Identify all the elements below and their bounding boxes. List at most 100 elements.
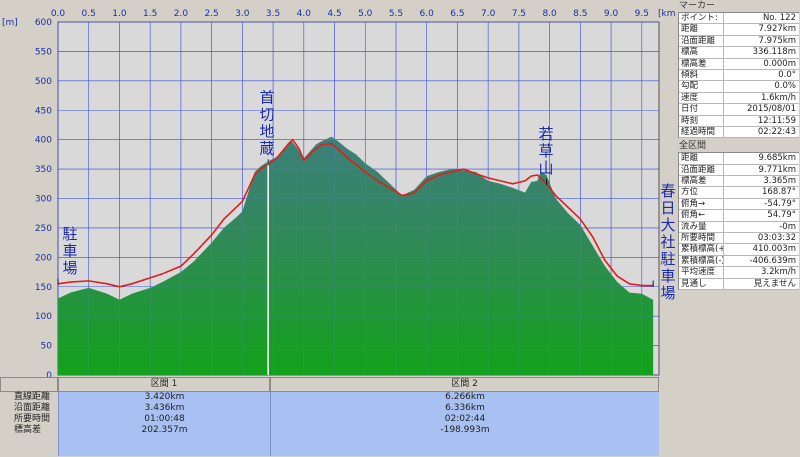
total-info-row: 所要時間 03:03:32 bbox=[679, 233, 799, 245]
x-tick-label: 1.0 bbox=[112, 9, 127, 19]
marker-info-value: 0.0° bbox=[778, 69, 796, 80]
x-tick-label: 1.5 bbox=[143, 9, 157, 19]
x-tick-label: 0.0 bbox=[51, 9, 66, 19]
total-info-value: 3.365m bbox=[763, 176, 796, 187]
x-tick-label: 3.5 bbox=[266, 9, 280, 19]
place-label-char: 駐 bbox=[62, 225, 77, 243]
y-tick-label: 150 bbox=[35, 283, 52, 293]
marker-info-row: 傾斜 0.0° bbox=[679, 69, 799, 82]
marker-info-row: 経過時間 02:22:43 bbox=[679, 126, 799, 139]
marker-info-label: 時刻 bbox=[679, 115, 724, 126]
place-label-char: 若 bbox=[538, 125, 553, 143]
marker-info-value: 12:11:59 bbox=[757, 115, 796, 126]
marker-info-label: 勾配 bbox=[679, 81, 724, 92]
grid-lines-overlay bbox=[57, 21, 659, 376]
marker-info-value: No. 122 bbox=[762, 13, 796, 23]
y-tick-label: 500 bbox=[35, 77, 52, 87]
marker-info-row: 標高 336.118m bbox=[679, 47, 799, 59]
section-2-required-time: 02:02:44 bbox=[444, 414, 486, 424]
total-info-label: 距離 bbox=[679, 153, 724, 164]
total-info-label: 見通し bbox=[679, 278, 724, 289]
total-info-row: 距離 9.685km bbox=[679, 153, 799, 165]
total-info-row: 見通し 見えません bbox=[679, 278, 799, 290]
y-tick-label: 550 bbox=[35, 47, 52, 57]
total-info-row: 標高差 3.365m bbox=[679, 176, 799, 188]
total-info-label: 累積標高(-) bbox=[681, 255, 724, 267]
total-info-row: 累積標高(-) -406.639m bbox=[679, 255, 799, 268]
place-label-char: 社 bbox=[660, 233, 675, 251]
y-tick-label: 100 bbox=[35, 312, 52, 322]
marker-info-label: 経過時間 bbox=[679, 126, 724, 138]
total-info-label: 平均速度 bbox=[679, 267, 724, 278]
marker-info-label: 速度 bbox=[679, 92, 724, 104]
total-info-value: 168.87° bbox=[762, 187, 796, 198]
x-tick-label: 9.0 bbox=[604, 9, 619, 19]
total-info-value: 9.685km bbox=[758, 153, 796, 164]
total-info-label: 俯角→ bbox=[679, 198, 724, 210]
y-tick-label: 400 bbox=[35, 136, 52, 146]
x-axis-ticks: 0.0 0.5 1.0 1.5 2.0 2.5 3.0 3.5 4.0 4.5 5.0 5.5 6.0 6… bbox=[51, 9, 649, 19]
total-info-row: 沿面距離 9.771km bbox=[679, 164, 799, 177]
total-info-value: -0m bbox=[779, 221, 796, 232]
marker-info-value: 1.6km/h bbox=[761, 92, 796, 103]
total-info-label: 累積標高(+) bbox=[681, 244, 724, 255]
marker-info-row: 沿面距離 7.975km bbox=[679, 35, 799, 48]
y-tick-label: 600 bbox=[35, 18, 52, 28]
row-label-straight-distance: 直線距離 bbox=[14, 392, 51, 402]
y-tick-label: 0 bbox=[46, 371, 52, 377]
place-label-char: 車 bbox=[660, 267, 675, 285]
row-label-surface-distance: 沿面距離 bbox=[14, 403, 51, 413]
total-info-label: 流み量 bbox=[679, 221, 724, 233]
section-1-required-time: 01:00:48 bbox=[144, 414, 185, 424]
info-side-panel: マーカー ポイント: No. 122 距離 7.927km 沿面距離 7.975km 標高 3… bbox=[676, 0, 800, 457]
total-info-table: 距離 9.685km 沿面距離 9.771km 標高差 3.365m 方位 168.87° 俯角… bbox=[678, 152, 799, 290]
x-tick-label: 7.0 bbox=[481, 9, 496, 19]
y-tick-label: 50 bbox=[41, 342, 53, 352]
total-info-row: 方位 168.87° bbox=[679, 187, 799, 199]
y-tick-label: 200 bbox=[35, 253, 52, 263]
place-label-char: 草 bbox=[538, 142, 553, 160]
total-info-value: 3.2km/h bbox=[761, 267, 796, 278]
marker-info-label: 標高差 bbox=[679, 58, 724, 69]
elevation-profile-chart: 0.0 0.5 1.0 1.5 2.0 2.5 3.0 3.5 4.0 4.5 5.0 5.5 6.0 6… bbox=[2, 9, 676, 377]
place-label-char: 切 bbox=[259, 105, 274, 123]
total-info-label: 所要時間 bbox=[679, 233, 724, 244]
total-info-value: 410.003m bbox=[752, 244, 796, 255]
track-line bbox=[57, 138, 654, 288]
total-info-row: 俯角← 54.79° bbox=[679, 210, 799, 222]
section-1-header[interactable]: 区間 1 bbox=[58, 377, 270, 392]
terrain-area bbox=[58, 136, 654, 375]
marker-info-row: 速度 1.6km/h bbox=[679, 92, 799, 105]
y-tick-label: 250 bbox=[35, 224, 52, 234]
section-header-blank bbox=[0, 377, 58, 392]
section-2-straight-distance: 6.266km bbox=[445, 392, 485, 402]
place-label-char: 場 bbox=[660, 284, 675, 302]
y-axis-ticks: 0 50 100 150 200 250 300 350 400 450 500 550 600 bbox=[35, 18, 52, 377]
marker-info-row: 標高差 0.000m bbox=[679, 58, 799, 70]
place-label-char: 日 bbox=[660, 199, 675, 217]
section-2-header[interactable]: 区間 2 bbox=[270, 377, 659, 392]
x-tick-label: 2.5 bbox=[204, 9, 218, 19]
x-tick-label: 4.5 bbox=[327, 9, 341, 19]
marker-info-value: 0.0% bbox=[774, 81, 796, 92]
marker-info-value: 2015/08/01 bbox=[747, 104, 796, 115]
section-2-values: 6.266km 6.336km 02:02:44 -198.993m bbox=[270, 392, 659, 456]
x-tick-label: 9.5 bbox=[635, 9, 649, 19]
x-tick-label: 5.0 bbox=[358, 9, 373, 19]
place-label-char: 山 bbox=[538, 159, 553, 177]
y-tick-label: 300 bbox=[35, 195, 52, 205]
total-info-row: 流み量 -0m bbox=[679, 221, 799, 234]
place-label-char: 駐 bbox=[660, 250, 675, 268]
x-tick-label: 5.5 bbox=[389, 9, 403, 19]
total-info-label: 標高差 bbox=[679, 176, 724, 187]
marker-info-label: 傾斜 bbox=[679, 69, 724, 81]
total-info-row: 平均速度 3.2km/h bbox=[679, 267, 799, 279]
place-label-char: 車 bbox=[62, 242, 77, 260]
marker-panel-title: マーカー bbox=[679, 1, 716, 11]
marker-info-value: 336.118m bbox=[752, 47, 796, 58]
total-info-value: 03:03:32 bbox=[757, 233, 796, 244]
total-panel-title: 全区間 bbox=[679, 141, 707, 152]
section-row-labels: 直線距離 沿面距離 所要時間 標高差 bbox=[0, 392, 58, 436]
marker-info-label: 沿面距離 bbox=[679, 35, 724, 47]
